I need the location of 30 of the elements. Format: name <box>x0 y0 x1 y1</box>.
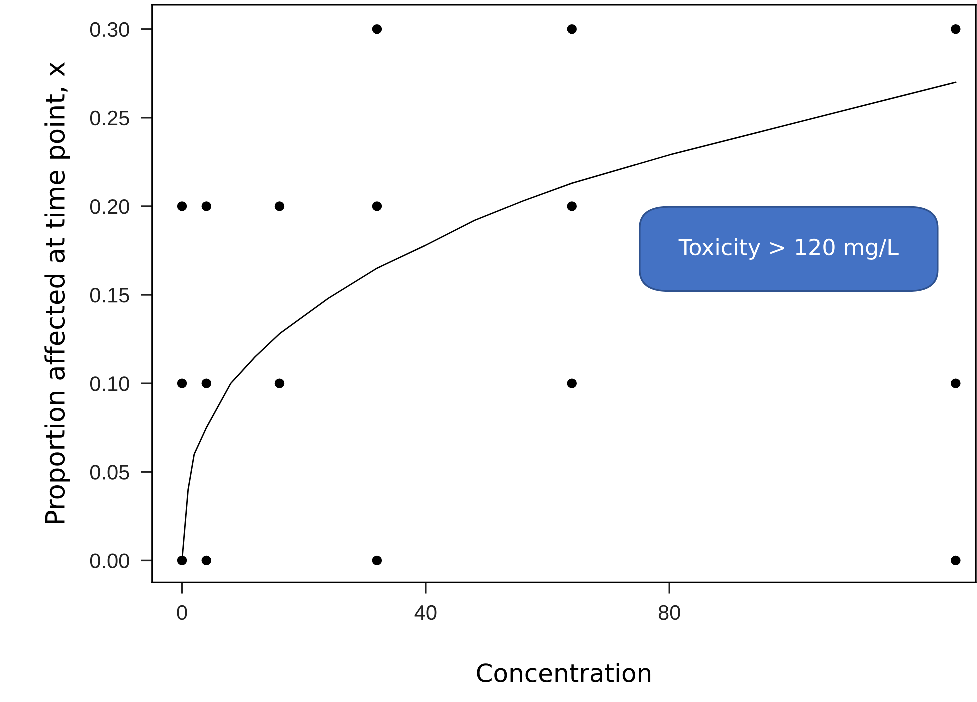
y-tick-label: 0.20 <box>90 199 130 214</box>
annotation: Toxicity > 120 mg/L <box>678 238 899 260</box>
point <box>567 202 577 212</box>
point <box>202 556 212 566</box>
point <box>567 378 577 388</box>
y-axis-title: Proportion affected at time point, x <box>44 62 70 524</box>
y-tick-label: 0.30 <box>90 22 130 38</box>
point <box>567 24 577 34</box>
y-tick-label: 0.25 <box>90 110 130 126</box>
point <box>372 24 382 34</box>
point <box>177 378 188 388</box>
y-tick-label: 0.15 <box>90 288 130 303</box>
point <box>177 202 188 212</box>
point <box>951 378 961 388</box>
x-axis-title: Concentration <box>477 663 651 683</box>
point <box>274 378 285 388</box>
point <box>202 202 212 212</box>
x-tick-label: 80 <box>658 605 680 620</box>
point <box>177 556 188 566</box>
x-tick-label: 0 <box>177 605 188 620</box>
y-tick-label: 0.05 <box>90 465 130 480</box>
y-tick-label: 0.10 <box>90 376 130 392</box>
point <box>951 556 961 566</box>
point <box>274 202 285 212</box>
point <box>372 202 382 212</box>
point <box>951 24 961 34</box>
x-tick-label: 40 <box>414 605 437 620</box>
y-tick-label: 0.00 <box>90 554 130 568</box>
point <box>372 556 382 566</box>
point <box>202 378 212 388</box>
